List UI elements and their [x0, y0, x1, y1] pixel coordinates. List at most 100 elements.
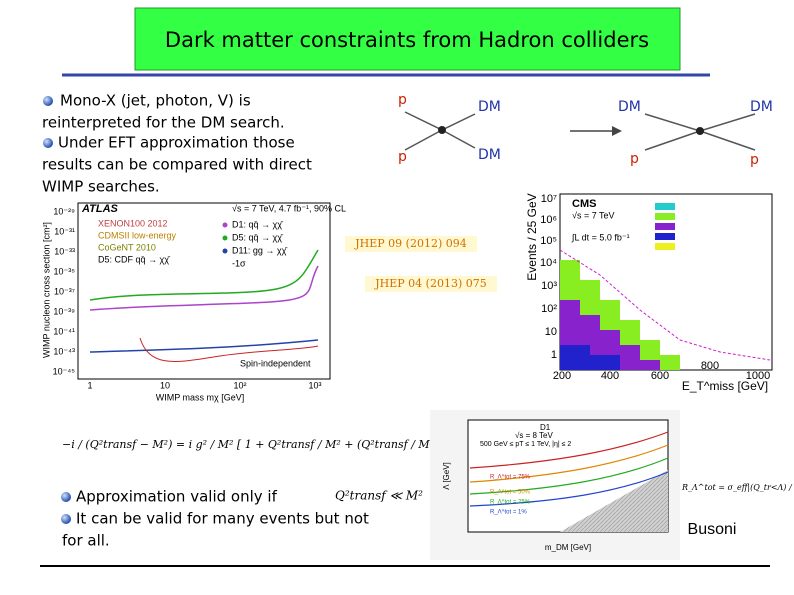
curve [469, 471, 669, 507]
legend: D11: gg → χχ̄ [232, 245, 288, 255]
legend-swatch [655, 213, 675, 220]
tick-label: 400 [601, 370, 619, 382]
axis-label: m_DM [GeV] [545, 543, 591, 552]
tick-label: 10² [233, 380, 246, 390]
legend-marker [222, 248, 228, 254]
line [644, 113, 701, 132]
reference: JHEP 09 (2012) 094 [354, 237, 467, 250]
tick-label: 10⁵ [540, 235, 557, 247]
tick-label: 200 [553, 370, 571, 382]
legend: D1: qq̄ → χχ̄ [232, 219, 284, 229]
plot-header: √s = 7 TeV, 4.7 fb⁻¹, 90% CL [232, 203, 346, 213]
curve-label: R_Λ^tot = 1% [490, 510, 527, 516]
legend-swatch [655, 243, 675, 250]
bullet-icon [61, 514, 71, 524]
label: DM [478, 99, 501, 115]
excluded-region [560, 470, 668, 532]
axis-label: Events / 25 GeV [525, 193, 539, 280]
legend-swatch [655, 203, 675, 210]
legend: -1σ [232, 258, 246, 268]
plot-label: √s = 8 TeV [515, 431, 553, 440]
tick-label: 10³ [541, 280, 557, 292]
tick-label: 10⁻³⁷ [54, 286, 75, 296]
formula: R_Λ^tot = σ_eff|(Q_tr<Λ) / σ_eff [681, 483, 794, 492]
plot-label: √s = 7 TeV [572, 210, 615, 220]
tick-label: 10⁻⁴⁵ [53, 366, 76, 376]
region-label: Spin-independent [240, 358, 311, 368]
reference: JHEP 04 (2013) 075 [374, 277, 487, 290]
line [404, 111, 443, 131]
bullet-text: WIMP searches. [42, 178, 160, 196]
tick-label: 10⁻³⁵ [54, 266, 76, 276]
curve [89, 265, 319, 311]
legend-marker [222, 235, 228, 241]
tick-label: 10 [160, 380, 170, 390]
tick-label: 10⁻⁴¹ [53, 326, 75, 336]
label: p [398, 92, 407, 108]
tick-label: 10⁶ [540, 214, 557, 226]
label: p [398, 149, 407, 165]
curve [89, 249, 319, 301]
reference-box [365, 276, 497, 292]
bullet-text: Under EFT approximation those [58, 134, 295, 152]
tick-label: 1 [551, 349, 557, 361]
tick-label: 600 [651, 370, 669, 382]
experiment: CMS [572, 198, 596, 210]
line [644, 130, 701, 151]
curve [139, 337, 319, 362]
label: DM [618, 99, 641, 115]
plot-label: D1 [540, 423, 551, 432]
atlas-plot: ATLAS √s = 7 TeV, 4.7 fb⁻¹, 90% CL XENON… [41, 202, 346, 402]
label: DM [478, 147, 501, 163]
curve-label: R_Λ^tot = 50% [490, 490, 531, 496]
axis-label: WIMP nucleon cross section [cm²] [41, 222, 51, 358]
tick-label: 10⁻²⁹ [53, 206, 75, 216]
bullet-text: reinterpreted for the DM search. [42, 114, 285, 132]
bullet-text: results can be compared with direct [42, 156, 312, 174]
formula: −i / (Q²transf − M²) = i g² / M² [ 1 + Q… [62, 438, 521, 451]
curve-label: R_Λ^tot = 25% [490, 500, 531, 506]
axis-label: WIMP mass mχ [GeV] [156, 392, 245, 402]
curve [89, 339, 319, 353]
tick-label: 10³ [308, 380, 321, 390]
legend: CoGeNT 2010 [98, 242, 156, 252]
label: p [750, 152, 759, 168]
line [441, 129, 476, 149]
tick-label: 1 [87, 380, 92, 390]
cms-plot: CMS √s = 7 TeV ∫L dt = 5.0 fb⁻¹ Events /… [525, 193, 773, 393]
tick-label: 10⁴ [540, 257, 557, 269]
ratio-plot: D1 √s = 8 TeV 500 GeV ≤ pT ≤ 1 TeV, |η| … [430, 410, 680, 560]
vertex [696, 127, 704, 135]
tick-label: 1000 [746, 370, 770, 382]
bullet-icon [43, 138, 53, 148]
bullet-text: It can be valid for many events but not [76, 510, 369, 528]
legend: XENON100 2012 [98, 218, 168, 228]
feynman-diagram: p DM p DM DM DM p p [398, 92, 773, 168]
legend-swatch [655, 223, 675, 230]
tick-label: 10⁷ [541, 193, 557, 205]
curve [469, 431, 669, 469]
line [404, 129, 443, 151]
legend: D5: qq̄ → χχ̄ [232, 232, 284, 242]
line [699, 113, 756, 132]
reference-box [345, 236, 477, 252]
label: DM [750, 99, 773, 115]
curve [469, 444, 669, 483]
bullet-text: Approximation valid only if [76, 488, 278, 506]
bullet-text: for all. [62, 532, 110, 550]
bullet-icon [43, 96, 53, 106]
author: Busoni [688, 521, 737, 538]
signal-line [559, 249, 771, 361]
experiment: ATLAS [81, 203, 119, 215]
line [441, 113, 476, 131]
tick-label: 10 [545, 326, 557, 338]
title: Dark matter constraints from Hadron coll… [165, 28, 649, 52]
plot-label: ∫L dt = 5.0 fb⁻¹ [571, 232, 630, 242]
tick-label: 10⁻³⁹ [53, 306, 75, 316]
tick-label: 10² [541, 303, 557, 315]
legend-swatch [655, 233, 675, 240]
axis-label: E_T^miss [GeV] [682, 379, 768, 393]
arrow-head [612, 126, 622, 136]
title-box [134, 7, 681, 71]
